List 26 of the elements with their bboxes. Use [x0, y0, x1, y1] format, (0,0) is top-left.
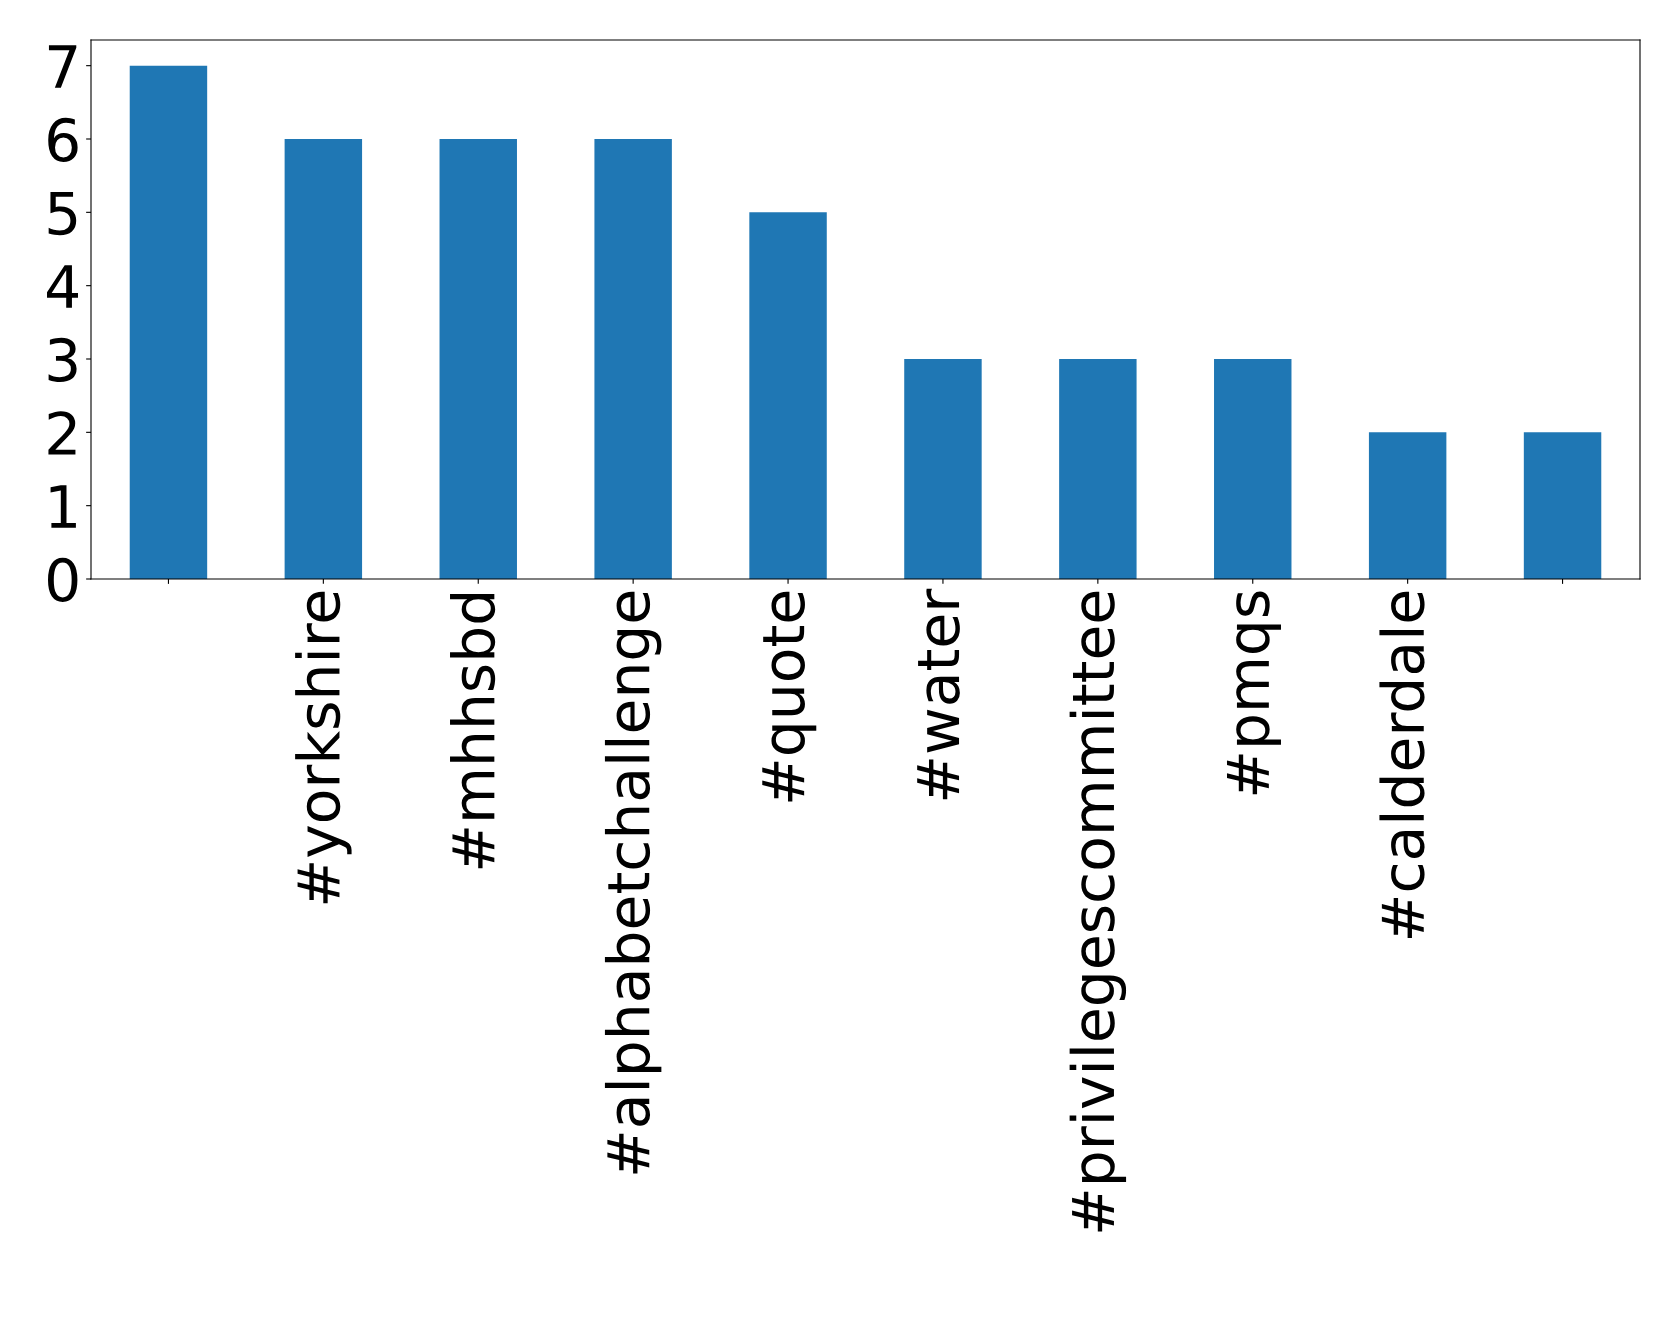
x-tick-label: #quote — [762, 591, 817, 802]
y-tick-label: 3 — [48, 337, 77, 382]
y-tick-label: 4 — [47, 265, 79, 308]
bar — [1059, 359, 1137, 579]
y-tick-label: 7 — [48, 45, 77, 88]
bar — [904, 359, 982, 579]
y-tick-label: 6 — [48, 117, 78, 162]
bar — [594, 139, 672, 579]
bar — [1368, 432, 1447, 579]
bar — [129, 65, 208, 579]
x-tick-label: #pmqs — [1226, 591, 1281, 795]
bar — [1523, 432, 1602, 579]
x-tick-label: #alphabetchallenge — [604, 591, 662, 1174]
y-tick-label: 5 — [48, 191, 77, 236]
x-tick-label: #yorkshire — [295, 591, 352, 904]
x-tick-label: #water — [917, 588, 960, 800]
bar — [284, 139, 363, 579]
y-tick-label: 0 — [48, 557, 78, 602]
bar — [749, 212, 827, 579]
bar — [1214, 359, 1292, 579]
x-tick-label: #mhhsbd — [450, 594, 496, 869]
x-tick-label: #privilegescommittee — [1069, 591, 1127, 1232]
y-tick-label: 2 — [48, 411, 76, 455]
bar — [439, 139, 517, 579]
y-tick-label: 1 — [50, 485, 76, 528]
x-tick-label: #calderdale — [1379, 591, 1425, 938]
